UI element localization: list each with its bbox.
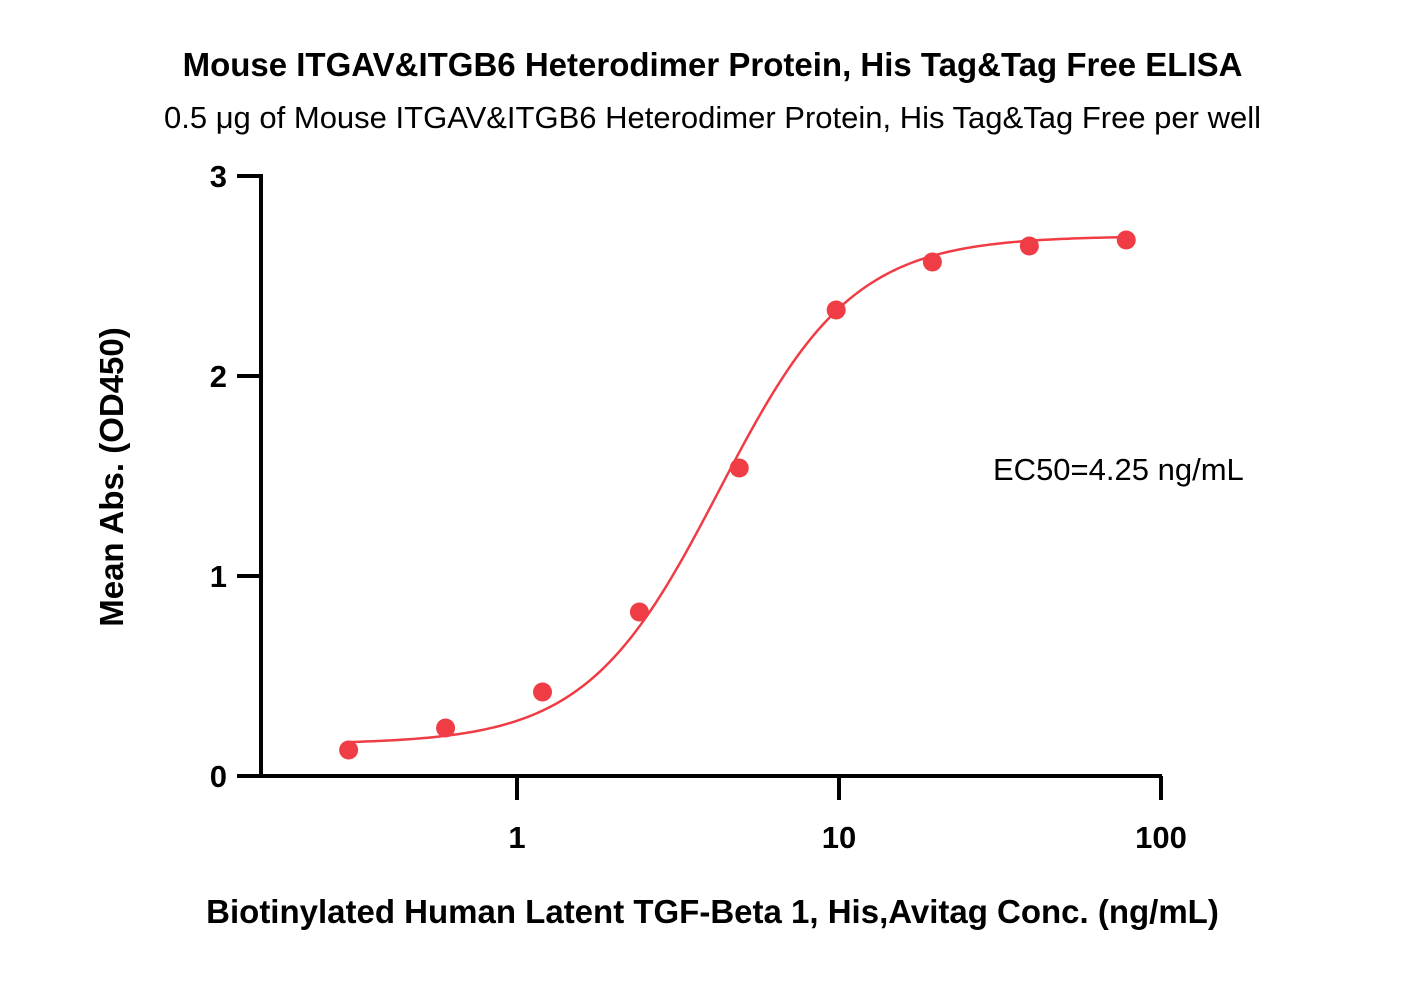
data-point	[922, 252, 942, 272]
data-point	[629, 602, 649, 622]
data-point	[1116, 230, 1136, 250]
data-point	[436, 718, 456, 738]
data-point	[339, 740, 359, 760]
data-point	[826, 300, 846, 320]
data-point	[1019, 236, 1039, 256]
ec50-annotation: EC50=4.25 ng/mL	[993, 452, 1244, 487]
chart-subtitle: 0.5 μg of Mouse ITGAV&ITGB6 Heterodimer …	[163, 100, 1261, 135]
y-tick-label: 0	[210, 759, 227, 794]
data-point	[532, 682, 552, 702]
x-tick-label: 100	[1135, 820, 1187, 855]
y-tick-label: 1	[210, 559, 227, 594]
x-tick-label: 1	[508, 820, 525, 855]
x-tick-label: 10	[822, 820, 856, 855]
y-tick-label: 3	[210, 159, 227, 194]
y-axis-label: Mean Abs. (OD450)	[93, 327, 130, 627]
data-point	[729, 458, 749, 478]
y-tick-label: 2	[210, 359, 227, 394]
fit-curve	[348, 235, 1127, 744]
chart-title: Mouse ITGAV&ITGB6 Heterodimer Protein, H…	[182, 46, 1243, 83]
x-axis-label: Biotinylated Human Latent TGF-Beta 1, Hi…	[206, 893, 1219, 930]
